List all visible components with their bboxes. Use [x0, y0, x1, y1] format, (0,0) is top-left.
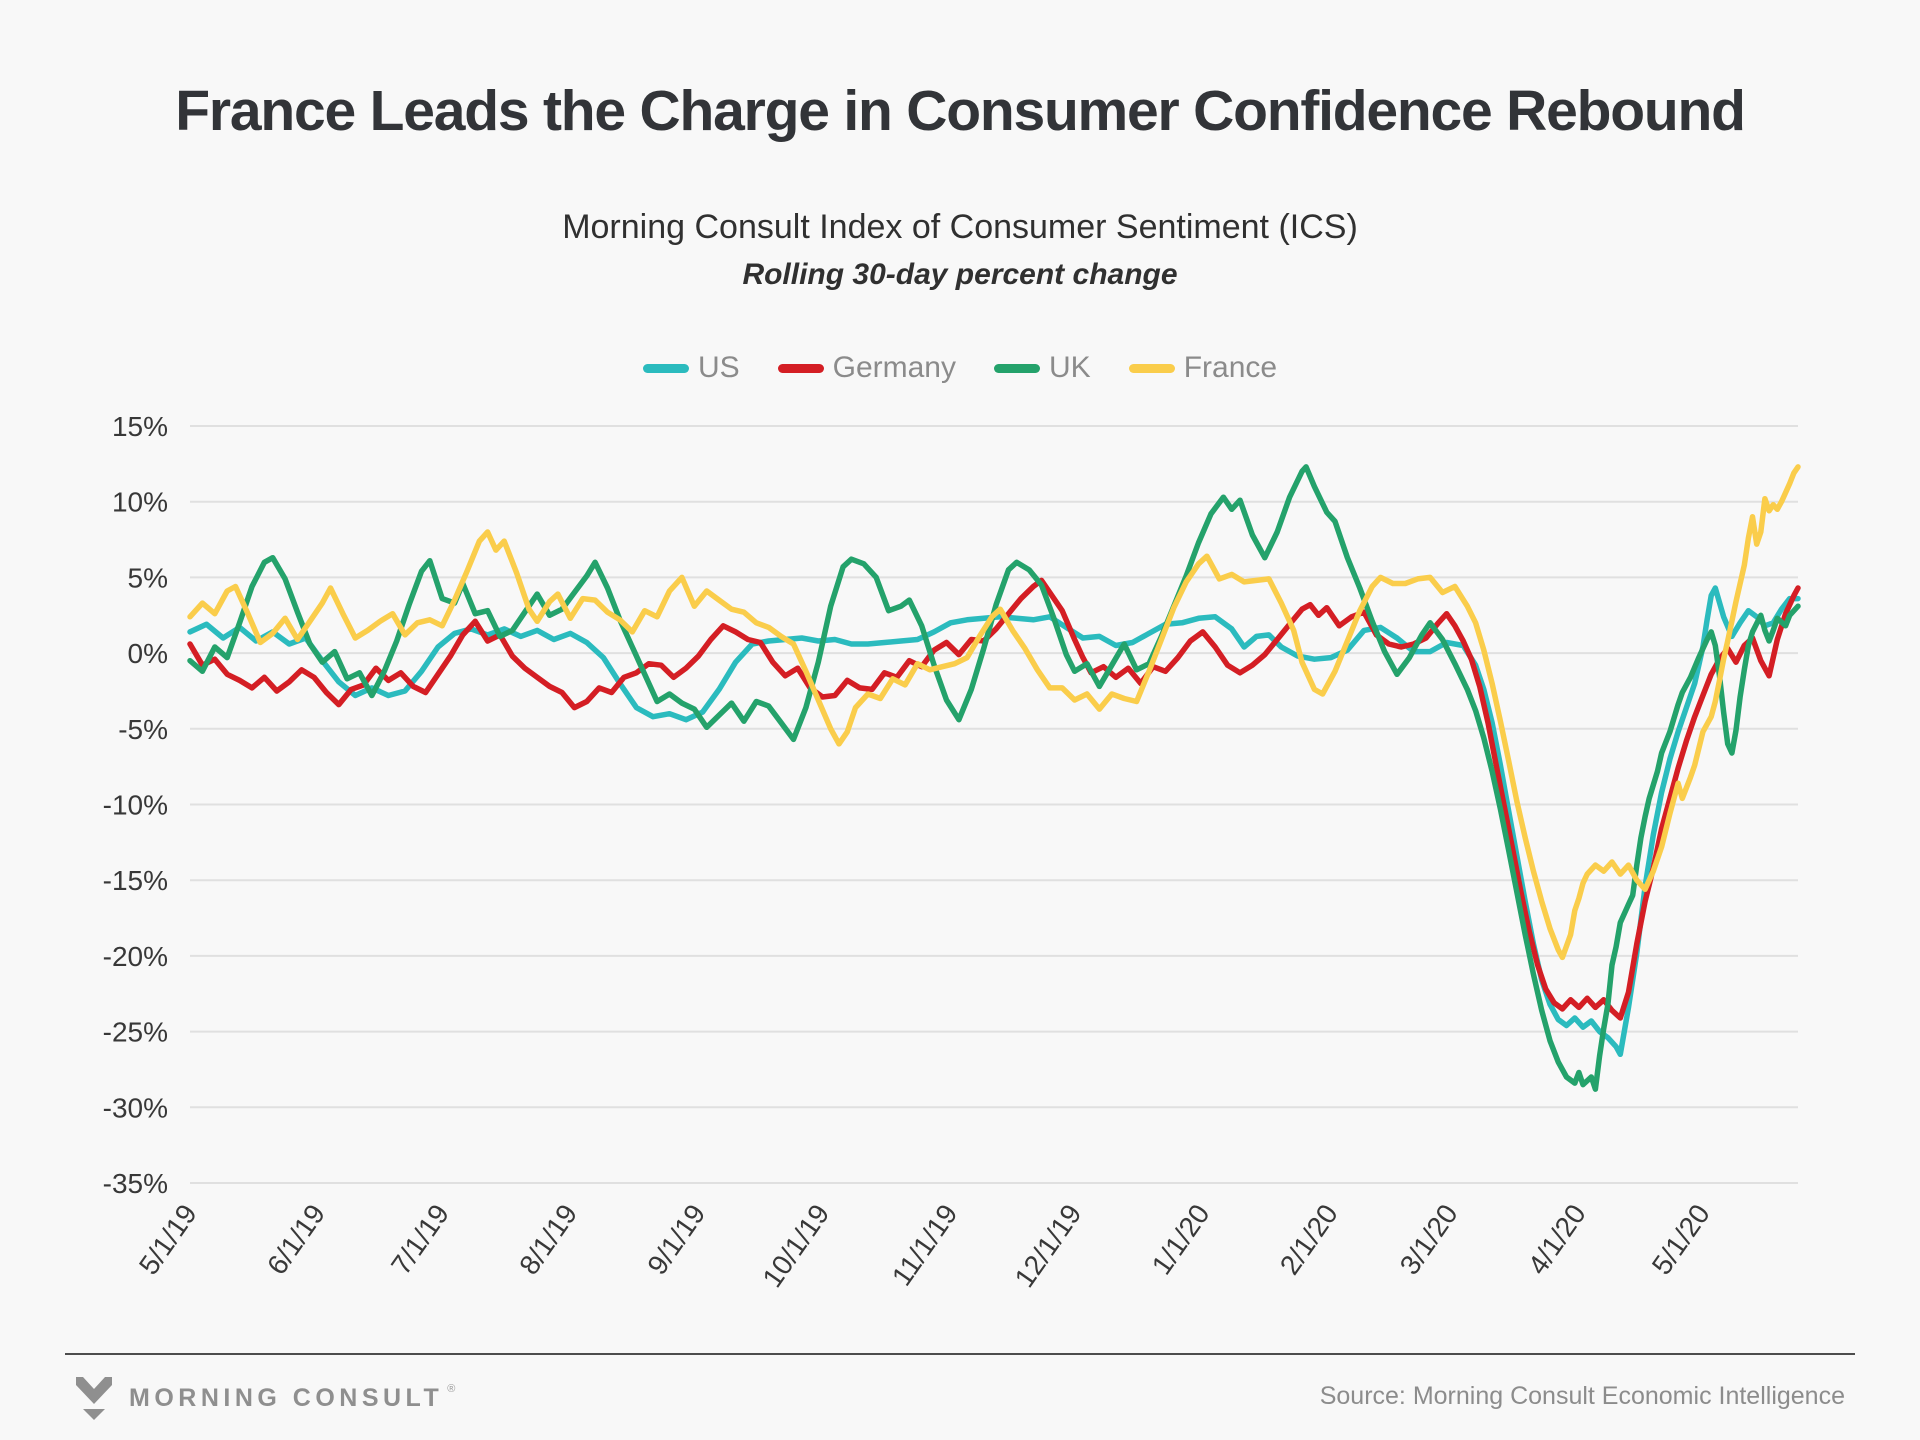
series-line-uk	[187, 464, 1801, 1092]
y-axis-label: -20%	[103, 941, 168, 972]
y-axis-label: -25%	[103, 1017, 168, 1048]
legend-label: UK	[1049, 351, 1091, 384]
y-axis-label: -30%	[103, 1092, 168, 1123]
x-axis-label: 8/1/19	[513, 1199, 583, 1281]
x-axis-label: 10/1/19	[756, 1199, 835, 1293]
x-axis-label: 11/1/19	[886, 1199, 964, 1292]
legend-label: France	[1183, 351, 1278, 384]
series-line-france	[187, 464, 1801, 961]
y-axis-label: 10%	[112, 487, 168, 518]
legend-label: US	[697, 351, 740, 384]
morning-consult-logo: MORNING CONSULT ®	[75, 1376, 467, 1420]
series-line-us	[187, 585, 1801, 1058]
legend-item-france: France	[1128, 351, 1278, 385]
registered-trademark-symbol: ®	[447, 1383, 456, 1395]
legend-swatch-uk	[994, 363, 1040, 373]
legend-swatch-us	[642, 363, 689, 373]
y-axis-label: 0%	[128, 638, 168, 669]
x-axis-label: 5/1/19	[133, 1199, 203, 1281]
morning-consult-mark-icon	[76, 1377, 112, 1420]
legend-item-us: US	[642, 351, 740, 385]
y-axis-label: -10%	[103, 790, 168, 821]
x-axis-label: 5/1/20	[1646, 1199, 1716, 1281]
legend-swatch-germany	[777, 363, 824, 373]
y-axis-label: 15%	[112, 411, 168, 442]
source-attribution: Source: Morning Consult Economic Intelli…	[1319, 1382, 1845, 1410]
legend-label: Germany	[832, 351, 956, 384]
x-axis-label: 4/1/20	[1522, 1199, 1592, 1281]
x-axis-label: 6/1/19	[261, 1199, 331, 1281]
x-axis-label: 9/1/19	[641, 1199, 711, 1281]
x-axis-label: 12/1/19	[1009, 1199, 1088, 1293]
chart-subtitle: Morning Consult Index of Consumer Sentim…	[562, 208, 1358, 246]
legend-swatch-france	[1128, 363, 1175, 373]
x-axis-label: 7/1/19	[385, 1199, 455, 1281]
legend-item-germany: Germany	[777, 351, 956, 385]
chart-legend: US Germany UK France	[0, 346, 1920, 390]
chart-subtitle-italic: Rolling 30-day percent change	[742, 258, 1178, 291]
x-axis-label: 1/1/20	[1146, 1199, 1216, 1281]
legend-item-uk: UK	[994, 351, 1091, 385]
footer-divider	[65, 1353, 1855, 1355]
y-axis-label: -15%	[103, 865, 168, 896]
x-axis-label: 3/1/20	[1394, 1199, 1464, 1281]
y-axis-label: -35%	[103, 1168, 168, 1199]
logo-wordmark: MORNING CONSULT	[129, 1383, 444, 1412]
y-axis-label: -5%	[118, 714, 168, 745]
x-axis-label: 2/1/20	[1274, 1199, 1344, 1281]
page-title: France Leads the Charge in Consumer Conf…	[175, 79, 1746, 143]
y-axis-label: 5%	[128, 562, 168, 593]
